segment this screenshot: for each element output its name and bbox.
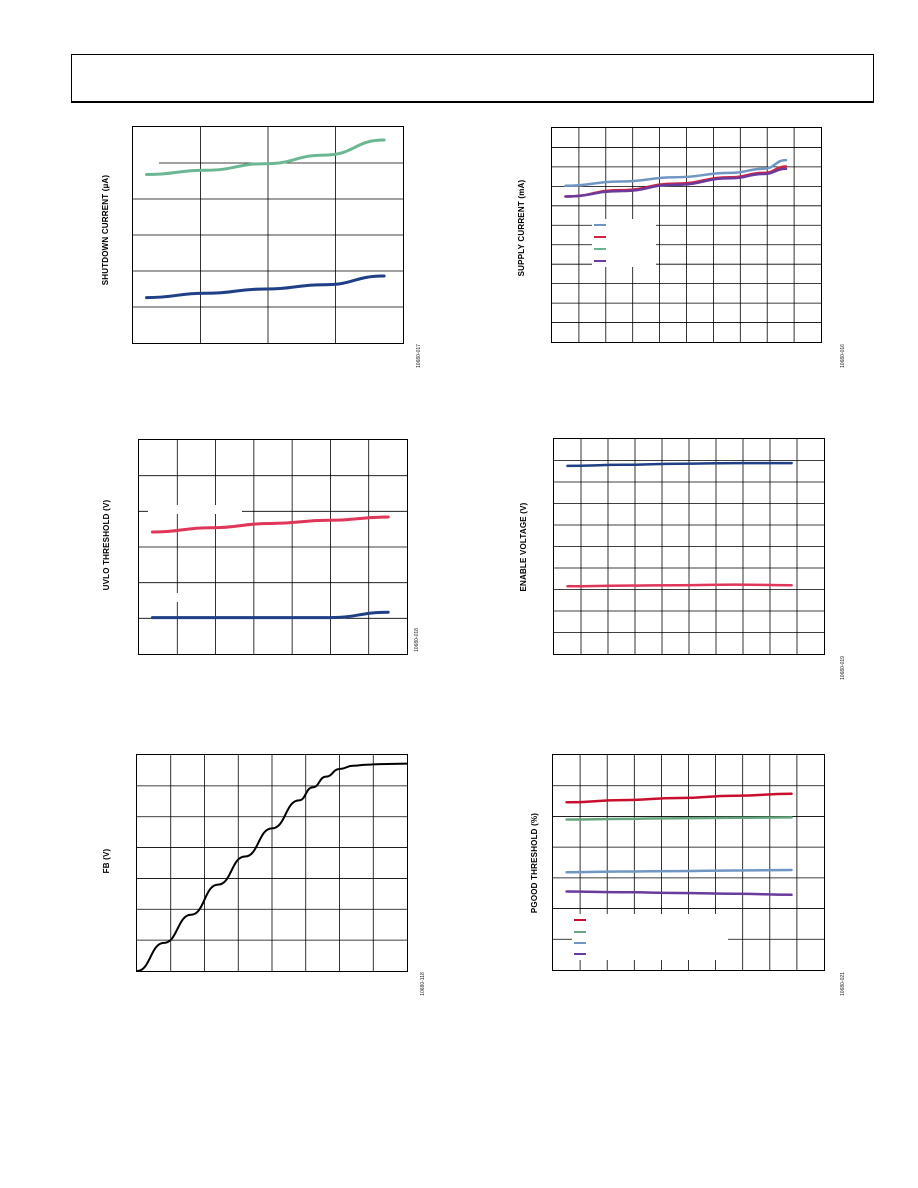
series-line-1 — [566, 583, 793, 588]
series-line-0 — [136, 762, 408, 972]
legend-swatch — [574, 942, 586, 944]
series-line-0 — [566, 461, 793, 468]
y-axis-label: PGOOD THRESHOLD (%) — [530, 812, 539, 914]
label-mask — [148, 505, 242, 514]
chart-svg — [554, 439, 824, 654]
figure-code: 10680-021 — [840, 972, 846, 996]
legend-swatch — [574, 931, 586, 933]
label-mask — [133, 156, 159, 165]
series-line-0 — [564, 158, 788, 188]
figure-code: 10680-018 — [414, 628, 420, 652]
legend-swatch — [594, 236, 606, 238]
series-line-2 — [565, 868, 793, 874]
label-mask — [148, 593, 212, 602]
plot-area — [132, 126, 404, 344]
chart-svg — [553, 755, 824, 970]
y-axis-label: FB (V) — [102, 848, 111, 874]
series-line-2 — [564, 167, 788, 198]
plot-area — [553, 438, 825, 655]
series-line-1 — [145, 274, 386, 300]
y-axis-label: UVLO THRESHOLD (V) — [102, 499, 111, 591]
chart-svg — [139, 440, 407, 654]
chart-svg — [133, 127, 403, 343]
plot-area — [138, 439, 408, 655]
series-line-0 — [565, 792, 793, 804]
y-axis-label: SUPPLY CURRENT (mA) — [517, 179, 526, 277]
figure-code: 10680-016 — [840, 344, 846, 368]
legend-swatch — [574, 953, 586, 955]
legend — [572, 914, 728, 960]
figure-code: 10680-017 — [416, 344, 422, 368]
legend-swatch — [574, 919, 586, 921]
y-axis-label: SHUTDOWN CURRENT (µA) — [101, 174, 110, 286]
series-line-3 — [565, 890, 793, 897]
legend-swatch — [594, 260, 606, 262]
label-mask — [133, 272, 169, 280]
series-line-0 — [150, 515, 390, 534]
page-header — [71, 54, 874, 103]
legend-swatch — [594, 248, 606, 250]
y-axis-label: ENABLE VOLTAGE (V) — [519, 502, 528, 592]
series-line-0 — [145, 138, 386, 176]
plot-area — [136, 754, 408, 972]
figure-code: 10680-118 — [420, 972, 426, 996]
series-line-1 — [565, 816, 793, 821]
chart-svg — [136, 755, 408, 972]
series-line-1 — [150, 610, 390, 620]
legend-swatch — [594, 224, 606, 226]
legend — [592, 219, 656, 267]
figure-code: 10680-019 — [840, 656, 846, 680]
